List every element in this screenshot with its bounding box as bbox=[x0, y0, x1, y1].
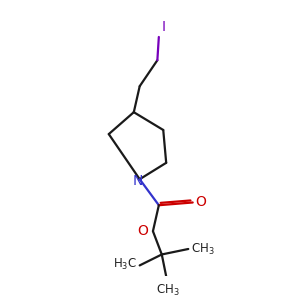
Text: O: O bbox=[138, 224, 148, 238]
Text: O: O bbox=[196, 196, 206, 209]
Text: H$_3$C: H$_3$C bbox=[112, 256, 137, 272]
Text: N: N bbox=[133, 174, 143, 188]
Text: CH$_3$: CH$_3$ bbox=[156, 283, 179, 298]
Text: I: I bbox=[162, 20, 166, 34]
Text: CH$_3$: CH$_3$ bbox=[191, 242, 215, 256]
